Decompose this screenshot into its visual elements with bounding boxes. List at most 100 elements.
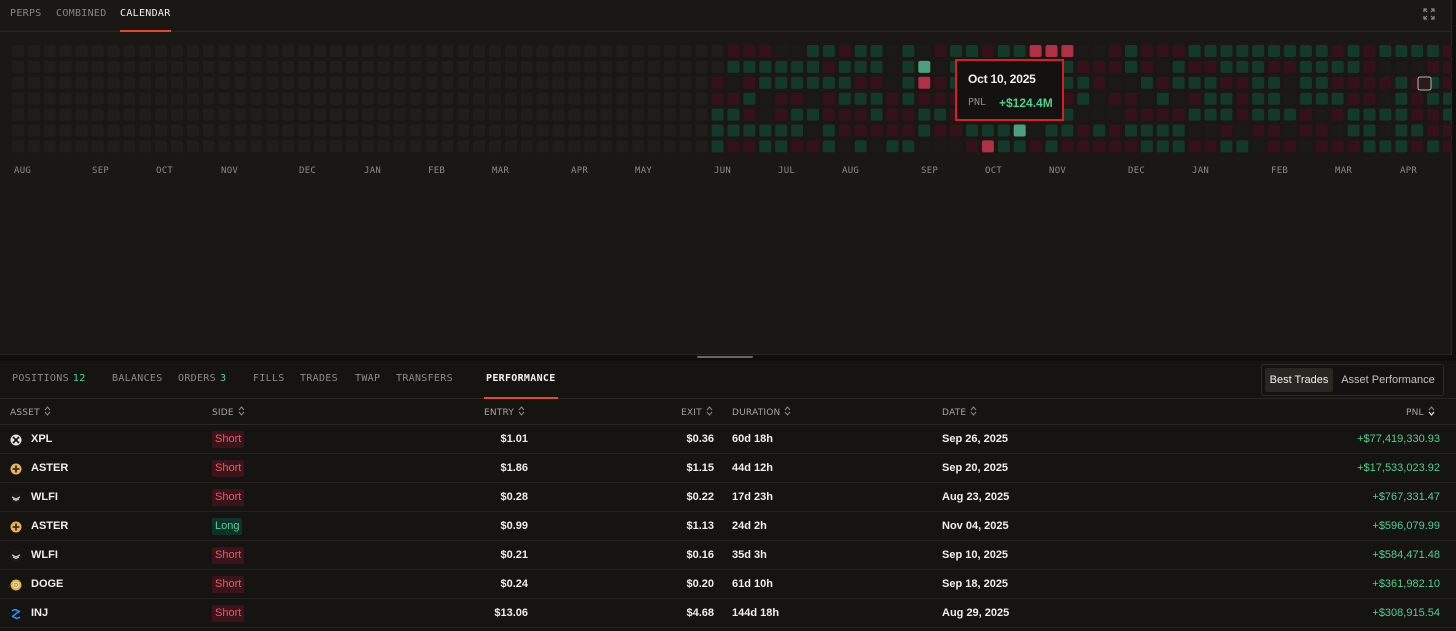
day-cell[interactable] — [123, 45, 136, 57]
day-cell[interactable] — [441, 45, 454, 57]
day-cell[interactable] — [1188, 76, 1201, 89]
day-cell[interactable] — [330, 92, 342, 105]
day-cell[interactable] — [266, 76, 279, 89]
day-cell[interactable] — [870, 92, 883, 105]
day-cell[interactable] — [1379, 92, 1392, 105]
day-cell[interactable] — [1220, 45, 1233, 57]
day-cell[interactable] — [807, 76, 819, 89]
day-cell[interactable] — [727, 92, 740, 105]
day-cell[interactable] — [1220, 76, 1233, 89]
day-cell[interactable] — [1140, 76, 1153, 89]
day-cell[interactable] — [886, 45, 899, 57]
day-cell[interactable] — [1156, 124, 1169, 137]
day-cell[interactable] — [759, 45, 772, 57]
day-cell[interactable] — [1220, 108, 1233, 121]
day-cell[interactable] — [91, 124, 104, 137]
day-cell[interactable] — [330, 60, 342, 73]
day-cell[interactable] — [504, 140, 517, 153]
day-cell[interactable] — [1379, 140, 1392, 153]
day-cell[interactable] — [584, 76, 597, 89]
day-cell[interactable] — [1188, 92, 1201, 105]
day-cell[interactable] — [266, 124, 279, 137]
day-cell[interactable] — [1331, 76, 1344, 89]
day-cell[interactable] — [393, 124, 406, 137]
day-cell[interactable] — [345, 92, 358, 105]
day-cell[interactable] — [186, 140, 199, 153]
day-cell[interactable] — [1347, 76, 1360, 89]
day-cell[interactable] — [314, 76, 327, 89]
day-cell[interactable] — [807, 45, 819, 57]
day-cell[interactable] — [981, 45, 994, 57]
day-cell[interactable] — [457, 45, 470, 57]
day-cell[interactable] — [584, 124, 597, 137]
day-cell[interactable] — [870, 45, 883, 57]
day-cell[interactable] — [568, 140, 581, 153]
day-cell[interactable] — [663, 45, 676, 57]
day-cell[interactable] — [218, 140, 231, 153]
day-cell[interactable] — [1077, 76, 1090, 89]
day-cell[interactable] — [918, 124, 931, 137]
day-cell[interactable] — [473, 45, 486, 57]
day-cell[interactable] — [1093, 108, 1106, 121]
day-cell[interactable] — [12, 140, 24, 153]
day-cell[interactable] — [1284, 76, 1296, 89]
day-cell[interactable] — [1140, 92, 1153, 105]
day-cell[interactable] — [966, 140, 978, 153]
day-cell[interactable] — [632, 108, 645, 121]
tab-positions[interactable]: POSITIONS 12 — [12, 373, 86, 384]
day-cell[interactable] — [43, 76, 56, 89]
day-cell[interactable] — [616, 76, 629, 89]
day-cell[interactable] — [457, 124, 470, 137]
day-cell[interactable] — [27, 124, 40, 137]
tab-performance[interactable]: PERFORMANCE — [484, 373, 558, 399]
day-cell[interactable] — [1363, 45, 1376, 57]
day-cell[interactable] — [552, 60, 565, 73]
day-cell[interactable] — [1395, 140, 1408, 153]
today-cell[interactable] — [1417, 76, 1432, 91]
tab-balances[interactable]: BALANCES — [112, 373, 163, 384]
day-cell[interactable] — [838, 60, 851, 73]
day-cell[interactable] — [632, 92, 645, 105]
day-cell[interactable] — [600, 92, 613, 105]
day-cell[interactable] — [902, 92, 915, 105]
day-cell[interactable] — [552, 76, 565, 89]
day-cell[interactable] — [1109, 140, 1122, 153]
day-cell[interactable] — [663, 92, 676, 105]
day-cell[interactable] — [663, 60, 676, 73]
day-cell[interactable] — [59, 108, 72, 121]
col-duration[interactable]: DURATION — [732, 406, 791, 418]
day-cell[interactable] — [59, 60, 72, 73]
day-cell[interactable] — [425, 45, 438, 57]
day-cell[interactable] — [1315, 108, 1328, 121]
day-cell[interactable] — [107, 60, 120, 73]
day-cell[interactable] — [1220, 60, 1233, 73]
col-entry[interactable]: ENTRY — [484, 406, 525, 418]
day-cell[interactable] — [1125, 92, 1137, 105]
day-cell[interactable] — [377, 140, 390, 153]
day-cell[interactable] — [775, 60, 788, 73]
day-cell[interactable] — [1140, 140, 1153, 153]
day-cell[interactable] — [966, 124, 978, 137]
day-cell[interactable] — [202, 92, 215, 105]
day-cell[interactable] — [1109, 124, 1122, 137]
day-cell[interactable] — [1156, 140, 1169, 153]
day-cell[interactable] — [600, 124, 613, 137]
day-cell[interactable] — [1443, 45, 1455, 57]
panel-resize-handle[interactable] — [697, 356, 753, 358]
day-cell[interactable] — [314, 124, 327, 137]
day-cell[interactable] — [568, 76, 581, 89]
day-cell[interactable] — [91, 60, 104, 73]
day-cell[interactable] — [425, 124, 438, 137]
day-cell[interactable] — [298, 124, 311, 137]
day-cell[interactable] — [1140, 124, 1153, 137]
day-cell[interactable] — [282, 92, 295, 105]
day-cell[interactable] — [568, 92, 581, 105]
day-cell[interactable] — [1125, 45, 1137, 57]
day-cell[interactable] — [1284, 92, 1296, 105]
day-cell[interactable] — [393, 140, 406, 153]
day-cell[interactable] — [250, 45, 263, 57]
day-cell[interactable] — [139, 60, 152, 73]
day-cell[interactable] — [584, 92, 597, 105]
day-cell[interactable] — [1411, 124, 1424, 137]
day-cell[interactable] — [536, 108, 549, 121]
